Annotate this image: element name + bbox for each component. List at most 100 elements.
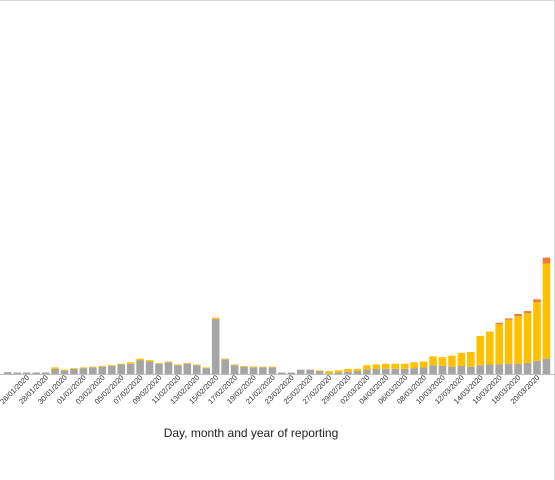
bar-segment-08/02/2020-s1 xyxy=(145,360,154,362)
x-axis-title: Day, month and year of reporting xyxy=(164,426,339,440)
bar-segment-20/02/2020-s1 xyxy=(259,366,267,368)
bar-segment-06/03/2020-s0 xyxy=(400,368,409,374)
bar-segment-05/02/2020-s0 xyxy=(117,364,125,374)
bar-segment-26/01/2020-s0 xyxy=(22,372,31,374)
bar-segment-25/02/2020-s0 xyxy=(306,369,314,374)
bar-segment-28/02/2020-s0 xyxy=(334,372,343,374)
bar-segment-02/03/2020-s0 xyxy=(363,369,371,374)
bar-segment-31/01/2020-s1 xyxy=(70,368,78,369)
bar-segment-05/03/2020-s1 xyxy=(391,363,400,369)
bar-segment-03/02/2020-s0 xyxy=(98,366,107,374)
bar-segment-03/03/2020-s1 xyxy=(372,364,381,369)
bar-segment-10/03/2020-s0 xyxy=(438,365,447,374)
bar-segment-21/03/2020-s2 xyxy=(542,257,551,264)
bar-segment-04/02/2020-s0 xyxy=(107,365,116,374)
bar-segment-18/03/2020-s0 xyxy=(514,363,522,374)
bar-segment-16/03/2020-s0 xyxy=(495,364,503,374)
bar-segment-29/02/2020-s1 xyxy=(344,368,352,372)
bar-segment-06/02/2020-s1 xyxy=(126,362,135,364)
bar-segment-15/02/2020-s0 xyxy=(211,319,220,374)
bar-segment-29/01/2020-s1 xyxy=(51,367,59,369)
bar-segment-21/03/2020-s1 xyxy=(542,263,551,359)
x-tick-labels: 26/01/202028/01/202030/01/202001/02/2020… xyxy=(0,373,541,406)
bar-segment-18/03/2020-s1 xyxy=(514,316,522,364)
bar-segment-16/03/2020-s2 xyxy=(495,322,503,325)
bar-segment-15/03/2020-s1 xyxy=(485,331,494,365)
bar-segment-07/02/2020-s0 xyxy=(136,360,144,374)
bar-segment-10/02/2020-s0 xyxy=(164,362,173,374)
bar-segment-08/03/2020-s1 xyxy=(419,361,428,368)
bar-segment-10/03/2020-s1 xyxy=(438,357,447,366)
bar-segment-20/03/2020-s0 xyxy=(533,360,541,374)
bar-segment-12/02/2020-s0 xyxy=(183,363,192,374)
bar-segment-16/02/2020-s0 xyxy=(221,359,229,374)
bar-segment-04/02/2020-s1 xyxy=(107,365,116,366)
bar-segment-02/02/2020-s0 xyxy=(89,367,97,374)
bar-segment-18/02/2020-s1 xyxy=(240,365,248,367)
bar-segment-20/02/2020-s0 xyxy=(259,367,267,374)
bar-segment-16/03/2020-s1 xyxy=(495,324,503,365)
bar-segment-29/02/2020-s0 xyxy=(344,371,352,374)
bar-segment-03/03/2020-s0 xyxy=(372,368,381,374)
bar-segment-05/02/2020-s1 xyxy=(117,363,125,365)
bar-segment-11/03/2020-s1 xyxy=(448,355,456,367)
bar-segment-01/02/2020-s1 xyxy=(79,367,88,369)
bar-segment-13/03/2020-s1 xyxy=(467,352,475,367)
bar-segment-02/03/2020-s1 xyxy=(363,365,371,370)
bar-segment-15/02/2020-s1 xyxy=(211,317,220,320)
bar-segment-18/03/2020-s2 xyxy=(514,313,522,317)
bar-segment-27/02/2020-s0 xyxy=(325,373,333,374)
bar-segment-25/01/2020-s0 xyxy=(13,372,22,374)
bar-segment-11/02/2020-s0 xyxy=(174,365,182,374)
bar-segment-15/03/2020-s0 xyxy=(485,364,494,374)
bar-segment-21/03/2020-s0 xyxy=(542,358,551,374)
bar-segment-27/02/2020-s1 xyxy=(325,371,333,374)
bar-segment-13/03/2020-s0 xyxy=(467,366,475,374)
bar-segment-14/03/2020-s1 xyxy=(476,335,485,366)
bar-segment-02/02/2020-s1 xyxy=(89,366,97,368)
bar-segment-01/03/2020-s0 xyxy=(353,371,362,374)
bar-segment-30/01/2020-s1 xyxy=(60,369,69,371)
bar-segment-26/02/2020-s1 xyxy=(315,370,324,372)
bar-segment-19/03/2020-s1 xyxy=(523,313,532,364)
bar-segment-23/02/2020-s0 xyxy=(287,372,296,374)
bar-segment-20/03/2020-s2 xyxy=(533,299,541,303)
bar-segment-27/01/2020-s0 xyxy=(32,372,40,374)
bar-segment-05/03/2020-s0 xyxy=(391,368,400,374)
bar-segment-20/03/2020-s1 xyxy=(533,302,541,361)
bar-segment-08/03/2020-s0 xyxy=(419,367,428,374)
bar-segment-28/02/2020-s1 xyxy=(334,370,343,373)
bar-segment-07/03/2020-s1 xyxy=(410,362,418,369)
bar-segment-09/03/2020-s0 xyxy=(429,365,437,374)
bar-segment-12/03/2020-s1 xyxy=(457,352,466,366)
bar-segment-12/02/2020-s1 xyxy=(183,363,192,364)
bar-segment-18/02/2020-s0 xyxy=(240,366,248,374)
bar-segment-10/02/2020-s1 xyxy=(164,361,173,363)
bar-segment-22/02/2020-s0 xyxy=(278,372,286,374)
bar-segment-16/02/2020-s1 xyxy=(221,358,229,360)
bar-segment-17/03/2020-s1 xyxy=(504,319,513,364)
bars-layer xyxy=(4,257,551,374)
bar-segment-26/02/2020-s0 xyxy=(315,371,324,374)
bar-segment-04/03/2020-s0 xyxy=(382,368,390,374)
bar-segment-09/02/2020-s0 xyxy=(155,363,163,374)
bar-segment-21/02/2020-s0 xyxy=(268,367,277,374)
bar-segment-06/02/2020-s0 xyxy=(126,363,135,374)
bar-segment-24/01/2020-s0 xyxy=(4,372,12,374)
bar-segment-11/03/2020-s0 xyxy=(448,366,456,374)
bar-segment-08/02/2020-s0 xyxy=(145,361,154,374)
bar-segment-30/01/2020-s0 xyxy=(60,370,69,374)
bar-segment-31/01/2020-s0 xyxy=(70,368,78,374)
bar-segment-14/02/2020-s0 xyxy=(202,368,211,374)
bar-segment-12/03/2020-s0 xyxy=(457,365,466,374)
bar-segment-11/02/2020-s1 xyxy=(174,364,182,366)
bar-segment-19/03/2020-s2 xyxy=(523,311,532,314)
bar-segment-04/03/2020-s1 xyxy=(382,363,390,369)
bar-segment-17/02/2020-s1 xyxy=(230,364,239,366)
bar-segment-17/02/2020-s0 xyxy=(230,365,239,374)
bar-segment-07/02/2020-s1 xyxy=(136,358,144,361)
bar-segment-21/02/2020-s1 xyxy=(268,366,277,368)
bar-segment-24/02/2020-s0 xyxy=(296,369,305,374)
